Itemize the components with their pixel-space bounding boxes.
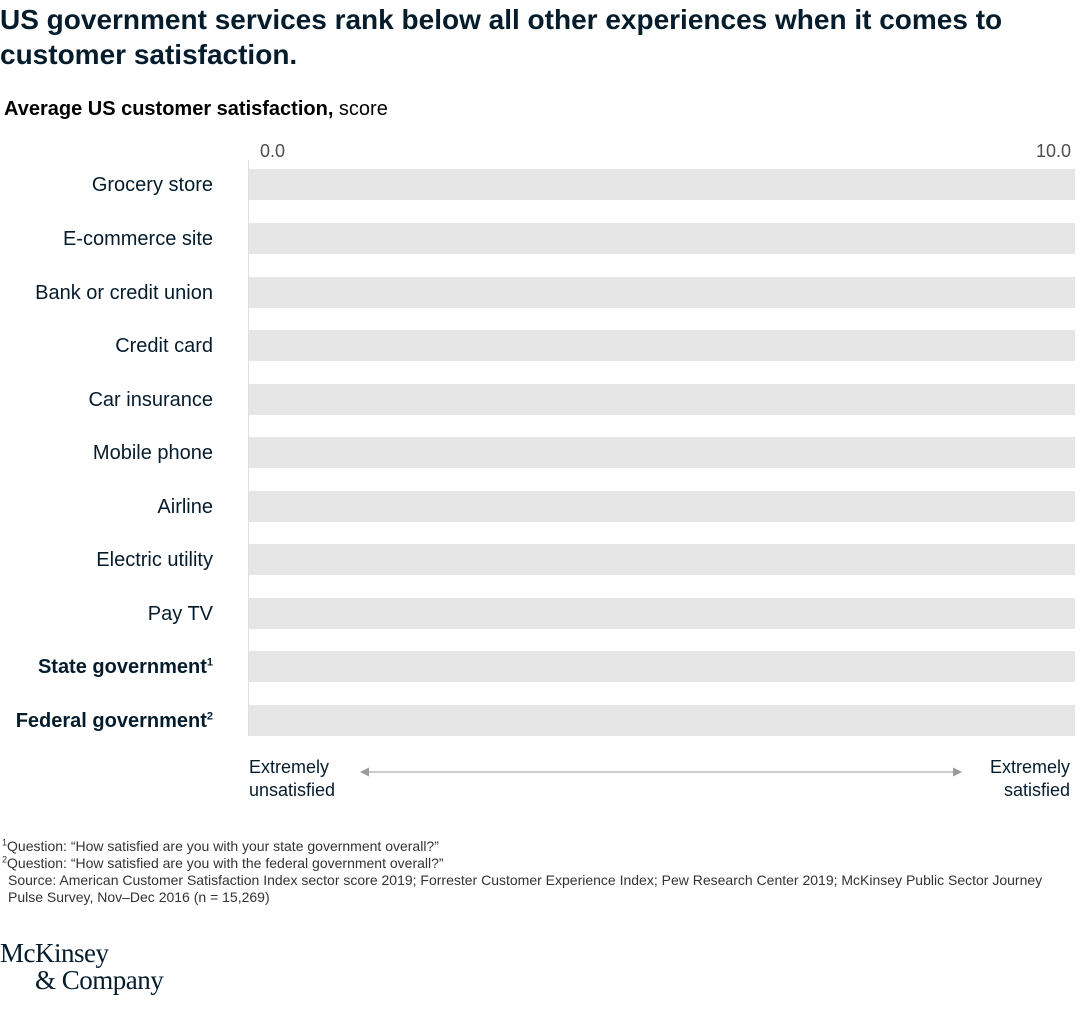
bar-track-airline (249, 491, 1075, 522)
bar-track-grocery-store (249, 169, 1075, 200)
category-label-grocery-store: Grocery store (0, 172, 213, 198)
footnote-mark: 2 (206, 710, 213, 723)
footnote-1-text: Question: “How satisfied are you with yo… (7, 838, 439, 854)
scale-right-line1: Extremely (989, 757, 1070, 777)
bar-track-pay-tv (249, 598, 1075, 629)
category-label-airline: Airline (0, 494, 213, 520)
bar-track-e-commerce-site (249, 223, 1075, 254)
logo-line-2: & Company (35, 965, 164, 995)
bar-track-federal-government (249, 705, 1075, 736)
source-note: Source: American Customer Satisfaction I… (8, 872, 1043, 905)
logo-line-1: McKinsey (0, 938, 109, 968)
category-text: Bank or credit union (35, 282, 213, 304)
category-label-e-commerce-site: E-commerce site (0, 226, 213, 252)
bar-track-state-government (249, 651, 1075, 682)
footnote-2: 2Question: “How satisfied are you with t… (2, 855, 1072, 872)
bar-track-credit-card (249, 330, 1075, 361)
footnotes: 1Question: “How satisfied are you with y… (2, 838, 1072, 906)
category-label-bank-or-credit-union: Bank or credit union (0, 280, 213, 306)
scale-left-label: Extremely unsatisfied (249, 756, 335, 802)
subtitle-unit: score (333, 98, 388, 120)
category-label-car-insurance: Car insurance (0, 387, 213, 413)
bar-track-bank-or-credit-union (249, 277, 1075, 308)
chart-subtitle: Average US customer satisfaction, score (4, 96, 388, 122)
footnote-1: 1Question: “How satisfied are you with y… (2, 838, 1072, 855)
footnote-2-mark: 2 (2, 854, 8, 865)
footnote-2-text: Question: “How satisfied are you with th… (7, 855, 444, 871)
category-label-electric-utility: Electric utility (0, 547, 213, 573)
scale-right-line2: satisfied (1003, 780, 1070, 800)
scale-left-line2: unsatisfied (249, 780, 336, 800)
category-label-pay-tv: Pay TV (0, 601, 213, 627)
scale-right-label: Extremely satisfied (990, 756, 1070, 802)
bar-track-mobile-phone (249, 437, 1075, 468)
subtitle-bold: Average US customer satisfaction, (4, 98, 334, 120)
footnote-1-mark: 1 (2, 837, 8, 848)
category-label-mobile-phone: Mobile phone (0, 440, 213, 466)
double-arrow-icon (360, 767, 962, 777)
mckinsey-logo: McKinsey & Company (0, 938, 164, 995)
x-tick-max: 10.0 (1035, 141, 1071, 161)
x-tick-min: 0.0 (260, 141, 286, 161)
category-text: Mobile phone (92, 442, 213, 464)
category-text: Airline (157, 496, 213, 518)
category-text: E-commerce site (62, 228, 213, 250)
category-text: Grocery store (91, 174, 213, 196)
bar-track-electric-utility (249, 544, 1075, 575)
category-text: Credit card (115, 335, 213, 357)
footnote-mark: 1 (206, 656, 213, 669)
page-title: US government services rank below all ot… (0, 4, 1003, 70)
category-text: State government (37, 656, 207, 678)
category-text: Pay TV (147, 603, 213, 625)
category-label-state-government: State government1 (0, 654, 213, 680)
scale-left-line1: Extremely (249, 757, 330, 777)
y-axis-line (248, 160, 249, 736)
bar-track-car-insurance (249, 384, 1075, 415)
category-label-credit-card: Credit card (0, 333, 213, 359)
category-text: Federal government (15, 710, 207, 732)
category-text: Electric utility (96, 549, 213, 571)
category-label-federal-government: Federal government2 (0, 708, 213, 734)
category-text: Car insurance (88, 389, 213, 411)
